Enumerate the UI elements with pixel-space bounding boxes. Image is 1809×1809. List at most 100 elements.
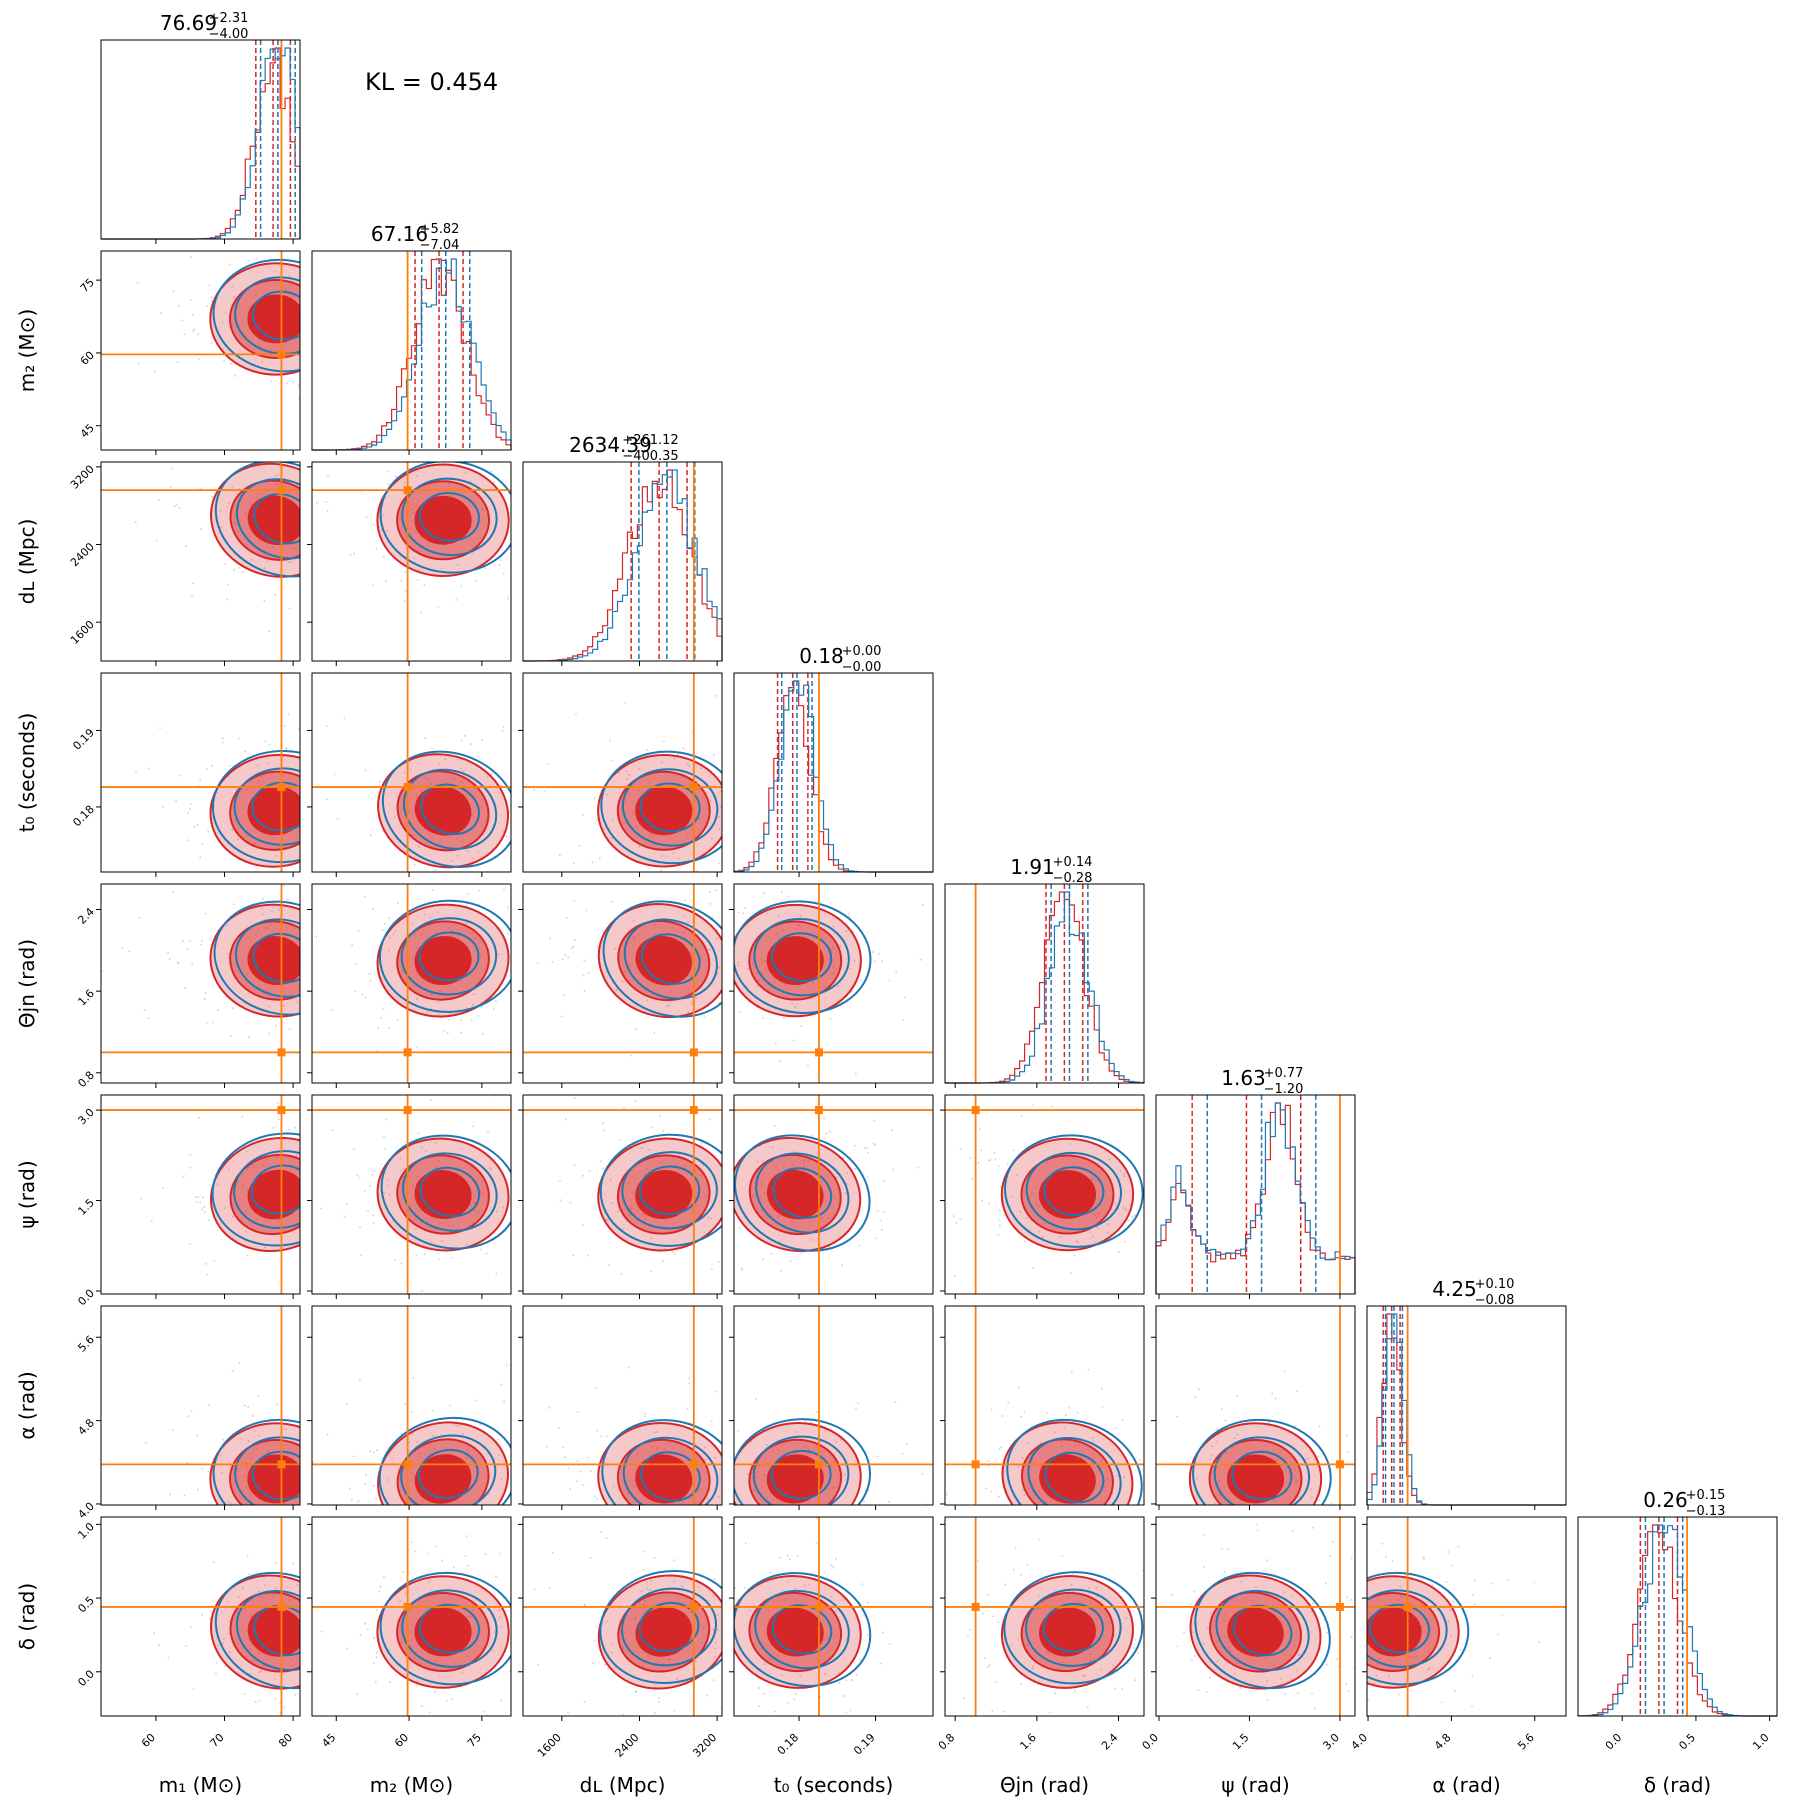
sample-point: [462, 1433, 465, 1436]
sample-point: [482, 1192, 485, 1195]
sample-point: [826, 1175, 829, 1178]
sample-point: [463, 1747, 465, 1749]
sample-point: [827, 1551, 829, 1553]
sample-point: [1266, 1510, 1268, 1512]
sample-point: [628, 964, 631, 967]
sample-point: [1123, 1206, 1126, 1209]
panel-frame: [311, 1094, 512, 1295]
sample-point: [679, 1536, 681, 1538]
sample-point: [566, 1711, 569, 1714]
y-axis-label-delta: δ (rad): [15, 1583, 39, 1650]
x-axis-label-delta: δ (rad): [1644, 1773, 1711, 1797]
sample-point: [202, 1196, 205, 1199]
sample-point: [372, 1451, 375, 1454]
sample-point: [1073, 1445, 1076, 1448]
sample-point: [1082, 1675, 1085, 1678]
sample-point: [449, 1404, 452, 1407]
sample-point: [364, 769, 367, 772]
sample-point: [625, 770, 628, 773]
sample-point: [1323, 1619, 1326, 1622]
sample-point: [618, 1138, 621, 1141]
sample-point: [356, 766, 358, 768]
sample-point: [644, 1522, 646, 1524]
sample-point: [1473, 1603, 1476, 1606]
sample-point: [371, 1173, 374, 1176]
sample-point: [256, 764, 259, 767]
sample-point: [337, 1496, 339, 1498]
sample-point: [493, 1008, 496, 1011]
sample-point: [715, 1390, 718, 1393]
sample-point: [260, 775, 263, 778]
sample-point: [378, 780, 381, 783]
contour-b-1: [623, 918, 718, 1000]
sample-point: [378, 1590, 381, 1593]
sample-point: [1399, 1585, 1402, 1588]
sample-point: [1347, 1451, 1350, 1454]
sample-point: [226, 583, 229, 586]
contour-b-0: [1192, 1418, 1332, 1505]
sample-point: [470, 1019, 473, 1022]
sample-point: [1260, 1507, 1262, 1509]
sample-point: [237, 737, 240, 740]
sample-point: [276, 1403, 279, 1406]
panel-frame: [522, 672, 723, 873]
sample-point: [589, 1556, 592, 1559]
sample-point: [898, 1403, 900, 1405]
sample-point: [297, 727, 300, 730]
sample-point: [452, 933, 455, 936]
sample-point: [450, 860, 453, 863]
sample-point: [1307, 1457, 1310, 1460]
contour-b-1: [1025, 1588, 1122, 1667]
truth-marker: [814, 1106, 823, 1115]
sample-point: [346, 1202, 349, 1205]
sample-point: [313, 846, 315, 848]
sample-point: [832, 1565, 835, 1568]
sample-point: [859, 979, 862, 982]
sample-point: [1003, 1314, 1005, 1316]
sample-point: [512, 1235, 514, 1237]
sample-point: [412, 556, 415, 559]
sample-point: [383, 922, 386, 925]
sample-point: [567, 956, 570, 959]
sample-point: [452, 452, 454, 454]
sample-point: [387, 1027, 390, 1030]
sample-point: [382, 1135, 385, 1138]
sample-point: [562, 1446, 565, 1449]
sample-point: [418, 845, 421, 848]
sample-point: [753, 1193, 756, 1196]
sample-point: [603, 1193, 606, 1196]
sample-point: [631, 1611, 634, 1614]
sample-point: [726, 1431, 728, 1433]
sample-point: [365, 516, 368, 519]
sample-point: [1064, 1414, 1067, 1417]
sample-point: [635, 1454, 638, 1457]
sample-point: [762, 892, 765, 895]
panel-t0-psi: [734, 1095, 933, 1294]
sample-point: [987, 1594, 990, 1597]
contour-a-2: [766, 1454, 824, 1504]
sample-point: [952, 1215, 955, 1218]
sample-point: [505, 1364, 508, 1367]
sample-point: [625, 778, 628, 781]
sample-point: [797, 924, 800, 927]
sample-point: [246, 1167, 249, 1170]
sample-point: [998, 1224, 1001, 1227]
sample-point: [988, 1664, 991, 1667]
title-t0: 0.18: [799, 644, 844, 668]
sample-point: [779, 1523, 781, 1525]
sample-point: [1212, 1527, 1214, 1529]
sample-point: [465, 904, 468, 907]
sample-point: [605, 1620, 608, 1623]
sample-point: [769, 1528, 771, 1530]
sample-point: [1129, 1717, 1131, 1719]
sample-point: [441, 567, 444, 570]
sample-point: [409, 768, 412, 771]
sample-point: [887, 1500, 890, 1503]
sample-point: [503, 1400, 506, 1403]
sample-point: [713, 1578, 716, 1581]
contour-b-0: [211, 749, 300, 864]
sample-point: [442, 1030, 445, 1033]
y-axis-label-m2: m₂ (M⊙): [15, 309, 39, 392]
sample-point: [800, 1252, 803, 1255]
sample-point: [718, 1261, 721, 1264]
